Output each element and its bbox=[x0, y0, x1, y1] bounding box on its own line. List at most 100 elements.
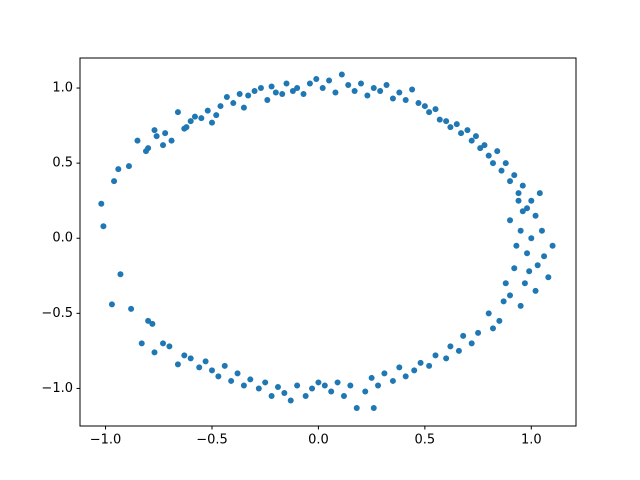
point bbox=[453, 121, 460, 128]
point bbox=[300, 91, 307, 98]
point bbox=[345, 82, 352, 89]
point bbox=[217, 103, 224, 110]
point bbox=[519, 182, 526, 189]
point bbox=[245, 92, 252, 99]
point bbox=[443, 355, 450, 362]
point bbox=[447, 343, 454, 350]
point bbox=[443, 118, 450, 125]
point bbox=[477, 145, 484, 152]
point bbox=[187, 118, 194, 125]
point bbox=[475, 329, 482, 336]
point bbox=[402, 97, 409, 104]
point bbox=[517, 227, 524, 234]
point bbox=[98, 200, 105, 207]
point bbox=[338, 71, 345, 78]
x-tick-label: 0.5 bbox=[415, 433, 436, 448]
y-tick-label: 0.0 bbox=[52, 231, 73, 246]
point bbox=[149, 320, 156, 327]
point bbox=[117, 271, 124, 278]
point bbox=[377, 88, 384, 95]
point bbox=[208, 119, 215, 126]
point bbox=[202, 358, 209, 365]
point bbox=[370, 85, 377, 92]
point bbox=[240, 104, 247, 111]
point bbox=[507, 178, 514, 185]
point bbox=[536, 190, 543, 197]
point bbox=[145, 317, 152, 324]
point bbox=[145, 145, 152, 152]
point bbox=[447, 124, 454, 131]
point bbox=[426, 362, 433, 369]
point bbox=[262, 379, 269, 386]
point bbox=[513, 242, 520, 249]
point bbox=[196, 364, 203, 371]
point bbox=[455, 347, 462, 354]
point bbox=[204, 107, 211, 114]
point bbox=[383, 82, 390, 89]
point bbox=[532, 287, 539, 294]
point bbox=[230, 100, 237, 107]
point bbox=[507, 217, 514, 224]
point bbox=[302, 392, 309, 399]
point bbox=[494, 148, 501, 155]
point bbox=[160, 340, 167, 347]
point bbox=[138, 340, 145, 347]
point bbox=[370, 404, 377, 411]
point bbox=[251, 88, 258, 95]
point bbox=[321, 382, 328, 389]
point bbox=[498, 167, 505, 174]
point bbox=[187, 355, 194, 362]
point bbox=[396, 89, 403, 96]
point bbox=[502, 160, 509, 167]
point bbox=[415, 100, 422, 107]
x-tick-label: 1.0 bbox=[521, 433, 542, 448]
point bbox=[215, 373, 222, 380]
point bbox=[281, 389, 288, 396]
point bbox=[347, 382, 354, 389]
point bbox=[128, 305, 135, 312]
point bbox=[294, 382, 301, 389]
point bbox=[528, 235, 535, 242]
point bbox=[234, 370, 241, 377]
point bbox=[534, 262, 541, 269]
point bbox=[264, 97, 271, 104]
plot-area bbox=[98, 71, 556, 411]
point bbox=[332, 89, 339, 96]
point bbox=[115, 166, 122, 173]
point bbox=[162, 130, 169, 137]
point bbox=[279, 91, 286, 98]
point bbox=[328, 388, 335, 395]
point bbox=[464, 127, 471, 134]
point bbox=[519, 208, 526, 215]
point bbox=[549, 242, 556, 249]
point bbox=[515, 197, 522, 204]
point bbox=[240, 382, 247, 389]
point bbox=[174, 361, 181, 368]
point bbox=[319, 85, 326, 92]
point bbox=[389, 95, 396, 102]
point bbox=[213, 112, 220, 119]
point bbox=[315, 379, 322, 386]
point bbox=[375, 382, 382, 389]
point bbox=[402, 373, 409, 380]
point bbox=[334, 379, 341, 386]
point bbox=[432, 352, 439, 359]
point bbox=[351, 88, 358, 95]
point bbox=[489, 325, 496, 332]
point bbox=[541, 253, 548, 260]
point bbox=[294, 85, 301, 92]
point bbox=[481, 142, 488, 149]
point bbox=[472, 133, 479, 140]
point bbox=[357, 80, 364, 87]
point bbox=[396, 364, 403, 371]
point bbox=[272, 89, 279, 96]
point bbox=[368, 374, 375, 381]
point bbox=[191, 113, 198, 120]
point bbox=[208, 367, 215, 374]
point bbox=[183, 124, 190, 131]
point bbox=[151, 349, 158, 356]
point bbox=[257, 85, 264, 92]
point bbox=[168, 137, 175, 144]
